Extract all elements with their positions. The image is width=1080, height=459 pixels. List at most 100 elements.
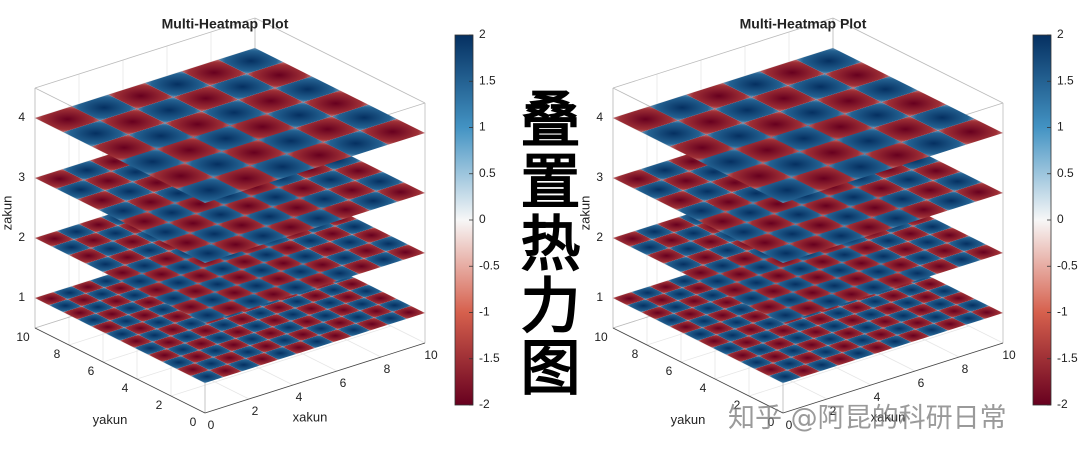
heat-cell [67, 293, 100, 307]
heat-cell [859, 264, 898, 280]
heat-cell [165, 111, 230, 138]
heat-cell [254, 326, 287, 340]
heat-cell [176, 177, 242, 203]
heat-cell [816, 226, 866, 246]
heat-cell [873, 302, 906, 316]
heat-cell [235, 332, 269, 346]
heat-cell [360, 304, 393, 318]
heat-cell [35, 292, 68, 306]
heat-cell [640, 160, 690, 180]
heat-cell [331, 104, 397, 131]
heat-cell [227, 358, 260, 372]
heat-cell [238, 88, 304, 114]
heat-cell [768, 370, 802, 383]
heat-cell [758, 350, 792, 363]
heat-cell [887, 309, 920, 323]
heat-cell [837, 271, 876, 287]
heat-cell [832, 326, 865, 340]
y-tick-label: 2 [156, 398, 163, 412]
heat-cell [185, 337, 218, 351]
heat-cell [333, 161, 383, 181]
colorbar-tick-label: 1.5 [1057, 73, 1074, 87]
heat-cell [246, 62, 312, 88]
colorbar-tick-label: -1.5 [479, 351, 500, 365]
heat-cell [240, 319, 273, 333]
heat-cell [347, 243, 386, 259]
heat-cell [816, 88, 882, 114]
heat-cell [237, 278, 276, 294]
heat-cell [189, 324, 222, 338]
heat-cell [290, 315, 324, 328]
heat-cell [337, 323, 370, 337]
heat-cell [883, 322, 916, 336]
heat-cell [232, 293, 271, 309]
heat-cell [716, 328, 749, 342]
heat-cell [793, 285, 832, 301]
heat-cell [138, 328, 171, 342]
heat-cell [942, 291, 975, 305]
heat-cell [854, 279, 893, 295]
heat-cell [846, 333, 879, 347]
heat-cell [108, 83, 174, 109]
center-text: 叠置热力图 [510, 88, 580, 398]
heat-cell [754, 177, 820, 203]
heat-cell [897, 329, 930, 343]
heat-cell [275, 76, 340, 103]
x-tick-label: 4 [296, 390, 303, 404]
heat-cell [120, 334, 153, 348]
heat-cell [613, 292, 646, 306]
heat-cell [63, 306, 96, 320]
heat-cell [674, 225, 713, 241]
heat-cell [691, 234, 730, 250]
heat-cell [280, 295, 314, 308]
watermark: 知乎 @阿昆的科研日常 [728, 403, 1007, 434]
box-edge [254, 17, 426, 104]
heat-cell [732, 290, 771, 306]
colorbar-tick-label: -2 [479, 397, 490, 411]
heat-cell [211, 234, 260, 255]
heat-cell [203, 331, 236, 345]
heat-cell [286, 142, 352, 168]
heat-cell [110, 314, 143, 328]
heat-cell [822, 306, 855, 320]
y-tick-label: 10 [594, 330, 608, 344]
heat-cell [259, 271, 298, 287]
heat-cell [209, 364, 242, 378]
heat-cell [742, 259, 781, 275]
heat-cell [712, 341, 745, 355]
heat-cell [744, 343, 778, 356]
heat-cell [664, 256, 703, 272]
heat-cell [160, 310, 194, 323]
heat-cell [286, 328, 320, 341]
heat-cell [613, 231, 652, 247]
heat-cell [655, 313, 688, 327]
heat-cell [71, 94, 137, 121]
heat-cell [878, 335, 912, 348]
heat-cell [771, 292, 810, 308]
heat-cell [392, 305, 425, 319]
chart-title: Multi-Heatmap Plot [162, 16, 289, 32]
heat-cell [321, 199, 370, 220]
heat-cell [327, 180, 377, 200]
heat-cell [90, 274, 123, 288]
heat-cell [913, 219, 952, 235]
colorbar-tick-label: 2 [1057, 27, 1064, 41]
heat-cell [864, 248, 903, 264]
heat-cell [128, 308, 161, 322]
heat-cell [230, 113, 295, 140]
heat-cell [763, 151, 828, 178]
heat-cell [676, 201, 726, 221]
heat-cell [85, 287, 119, 301]
heat-cell [57, 224, 96, 240]
heat-cell [891, 296, 924, 310]
heat-cell [348, 191, 398, 211]
box-edge [34, 17, 256, 89]
heat-cell [250, 153, 315, 180]
heat-cell [276, 279, 315, 295]
heat-cell [864, 328, 898, 341]
heat-cell [299, 289, 332, 303]
heat-cell [641, 120, 707, 147]
heat-cell [91, 320, 125, 334]
heat-cell [254, 286, 293, 302]
heat-cell [303, 257, 342, 273]
